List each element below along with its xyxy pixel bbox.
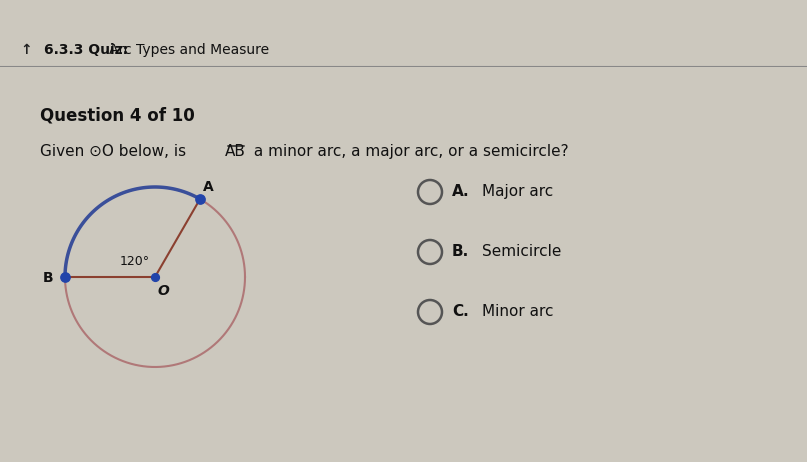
Text: 120°: 120° (120, 255, 150, 268)
Text: 6.3.3 Quiz:: 6.3.3 Quiz: (44, 43, 128, 57)
Point (148, 274, 161, 281)
Point (59, 274, 72, 281)
Text: AB: AB (225, 144, 246, 159)
Text: Arc Types and Measure: Arc Types and Measure (109, 43, 269, 57)
Text: Minor arc: Minor arc (482, 304, 554, 320)
Text: Major arc: Major arc (482, 184, 554, 200)
Text: ↑: ↑ (20, 43, 31, 57)
Text: Question 4 of 10: Question 4 of 10 (40, 107, 194, 125)
Text: C.: C. (452, 304, 469, 320)
Text: Semicircle: Semicircle (482, 244, 562, 260)
Point (194, 195, 207, 203)
Text: B: B (43, 271, 53, 285)
Text: O: O (158, 284, 169, 298)
Text: A: A (203, 180, 214, 194)
Text: Given ⊙O below, is: Given ⊙O below, is (40, 144, 191, 159)
Text: B.: B. (452, 244, 469, 260)
Text: A.: A. (452, 184, 470, 200)
Text: a minor arc, a major arc, or a semicircle?: a minor arc, a major arc, or a semicircl… (249, 144, 569, 159)
